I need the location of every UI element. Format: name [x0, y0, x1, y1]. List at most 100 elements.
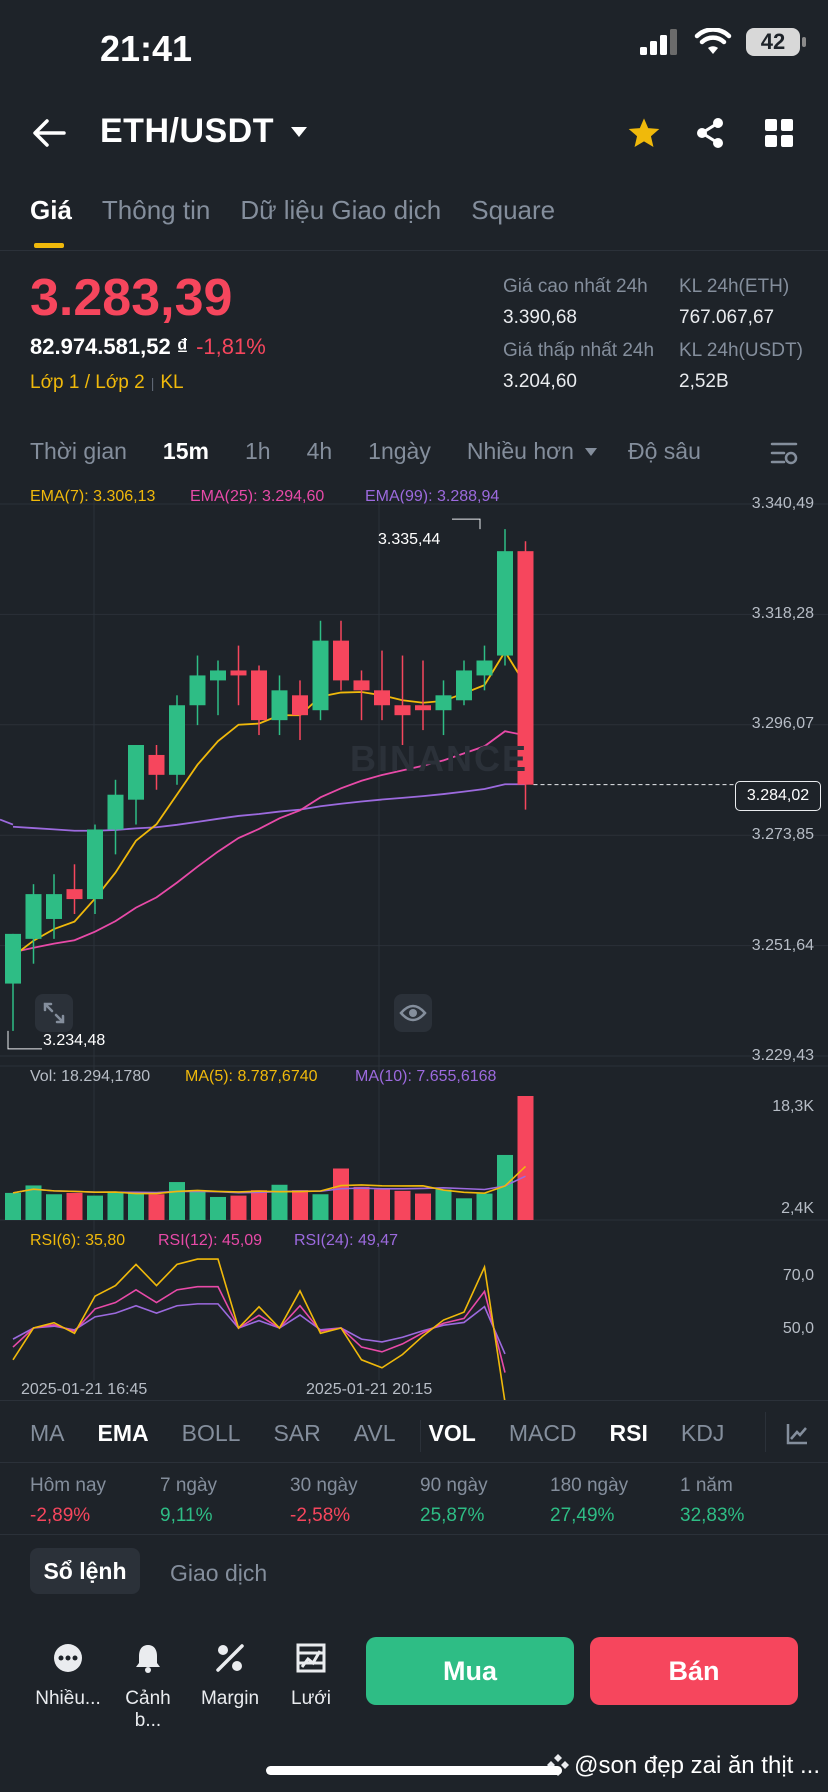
kl-tag[interactable]: KL — [160, 372, 184, 393]
indicator-vol[interactable]: VOL — [428, 1420, 476, 1446]
tf-depth[interactable]: Độ sâu — [627, 438, 701, 464]
tf-1d[interactable]: 1ngày — [368, 438, 431, 464]
volume-bar — [517, 1096, 534, 1220]
volume-bar — [5, 1192, 21, 1220]
candle-body — [435, 695, 452, 711]
more-tool[interactable]: Nhiều... — [30, 1640, 106, 1710]
candle-body — [107, 794, 124, 830]
tf-time[interactable]: Thời gian — [30, 438, 127, 464]
tab-trading-data[interactable]: Dữ liệu Giao dịch — [240, 195, 442, 225]
volume-bar — [374, 1189, 390, 1220]
indicator-avl[interactable]: AVL — [353, 1420, 396, 1446]
candle-body — [46, 894, 62, 919]
grid-menu-icon[interactable] — [765, 119, 793, 147]
indicator-separator — [765, 1412, 766, 1452]
low-24h-label: Giá thấp nhất 24h — [503, 340, 655, 361]
star-icon[interactable] — [627, 117, 661, 149]
low-marker-label: 3.234,48 — [43, 1032, 106, 1049]
rsi6-line — [12, 1258, 506, 1400]
candle-body — [25, 894, 42, 939]
perf-label: Hôm nay — [30, 1475, 107, 1496]
price-axis-label: 3.251,64 — [751, 937, 814, 954]
home-indicator[interactable] — [266, 1766, 562, 1775]
eye-icon — [399, 1004, 427, 1022]
candle-body — [128, 745, 144, 800]
candle-body — [169, 705, 185, 775]
more-caret-icon[interactable] — [584, 447, 598, 457]
back-arrow-icon[interactable] — [32, 118, 66, 148]
candle-body — [415, 705, 431, 711]
indicator-bar: MA EMA BOLL SAR AVL VOL MACD RSI KDJ — [30, 1420, 757, 1447]
alert-tool[interactable]: Cảnh b... — [110, 1640, 186, 1732]
tab-square[interactable]: Square — [471, 195, 556, 225]
share-icon[interactable] — [695, 117, 725, 149]
rsi24-line — [12, 1303, 506, 1355]
price-axis-label: 3.296,07 — [751, 715, 814, 732]
indicator-boll[interactable]: BOLL — [181, 1420, 241, 1446]
volume-bar — [353, 1186, 370, 1220]
caret-down-icon[interactable] — [290, 126, 308, 138]
rsi-axis-label: 70,0 — [782, 1267, 814, 1284]
candle-body — [210, 670, 226, 681]
tab-order-book[interactable]: Sổ lệnh — [30, 1548, 140, 1594]
high-marker-line — [452, 518, 481, 530]
perf-label: 180 ngày — [550, 1475, 629, 1496]
tab-info[interactable]: Thông tin — [101, 195, 211, 225]
status-icons: 42 — [640, 28, 806, 56]
volume-ma5-legend: MA(5): 8.787,6740 — [185, 1068, 318, 1085]
battery-indicator: 42 — [746, 28, 806, 56]
indicator-sar[interactable]: SAR — [273, 1420, 321, 1446]
high-marker-label: 3.335,44 — [378, 531, 441, 548]
indicator-ema[interactable]: EMA — [97, 1420, 149, 1446]
volume-bar — [394, 1190, 411, 1220]
volume-bar — [230, 1195, 247, 1220]
divider — [0, 250, 828, 251]
divider — [0, 1462, 828, 1463]
perf-value: 27,49% — [550, 1505, 615, 1526]
indicator-rsi[interactable]: RSI — [609, 1420, 648, 1446]
candle-body — [374, 690, 390, 706]
perf-30d: 30 ngày -2,58% — [290, 1475, 358, 1527]
fullscreen-button[interactable] — [35, 994, 73, 1032]
tab-trades[interactable]: Giao dịch — [170, 1560, 268, 1586]
tf-more[interactable]: Nhiều hơn — [466, 438, 574, 464]
perf-label: 90 ngày — [420, 1475, 488, 1496]
divider — [0, 1534, 828, 1535]
price-axis-label: 3.229,43 — [751, 1047, 814, 1064]
candlestick-chart[interactable] — [0, 500, 828, 1400]
volume-axis-label: 2,4K — [781, 1200, 814, 1217]
tab-active-indicator — [34, 243, 64, 248]
chart-settings-icon[interactable] — [770, 440, 798, 466]
last-price: 3.283,39 — [30, 269, 233, 327]
perf-90d: 90 ngày 25,87% — [420, 1475, 488, 1527]
volume-usdt-label: KL 24h(USDT) — [679, 340, 803, 361]
indicator-settings-icon[interactable] — [785, 1422, 809, 1446]
indicator-macd[interactable]: MACD — [508, 1420, 577, 1446]
indicator-kdj[interactable]: KDJ — [680, 1420, 725, 1446]
tf-4h[interactable]: 4h — [306, 438, 333, 464]
buy-button[interactable]: Mua — [366, 1637, 574, 1705]
volume-bar — [292, 1190, 308, 1220]
perf-value: -2,89% — [30, 1505, 91, 1526]
volume-ma10-legend: MA(10): 7.655,6168 — [355, 1068, 497, 1085]
volume-bar — [271, 1184, 288, 1220]
candle-body — [353, 680, 370, 691]
volume-bar — [189, 1190, 206, 1220]
perf-value: 32,83% — [680, 1505, 745, 1526]
sell-button[interactable]: Bán — [590, 1637, 798, 1705]
volume-legend: Vol: 18.294,1780 — [30, 1068, 151, 1085]
margin-tool[interactable]: Margin — [192, 1640, 268, 1710]
tf-15m[interactable]: 15m — [162, 438, 209, 464]
pair-title[interactable]: ETH/USDT — [100, 112, 274, 150]
grid-tool[interactable]: Lưới — [273, 1640, 349, 1710]
status-time: 21:41 — [100, 28, 193, 69]
tf-1h[interactable]: 1h — [244, 438, 271, 464]
price-axis-label: 3.340,49 — [751, 495, 814, 512]
volume-ma5-line — [12, 1165, 527, 1195]
visibility-button[interactable] — [394, 994, 432, 1032]
candle-body — [456, 670, 472, 701]
tab-price[interactable]: Giá — [30, 195, 72, 225]
layer-tag[interactable]: Lớp 1 / Lớp 2 — [30, 372, 145, 393]
indicator-ma[interactable]: MA — [30, 1420, 65, 1446]
low-24h: Giá thấp nhất 24h 3.204,60 — [503, 340, 654, 393]
